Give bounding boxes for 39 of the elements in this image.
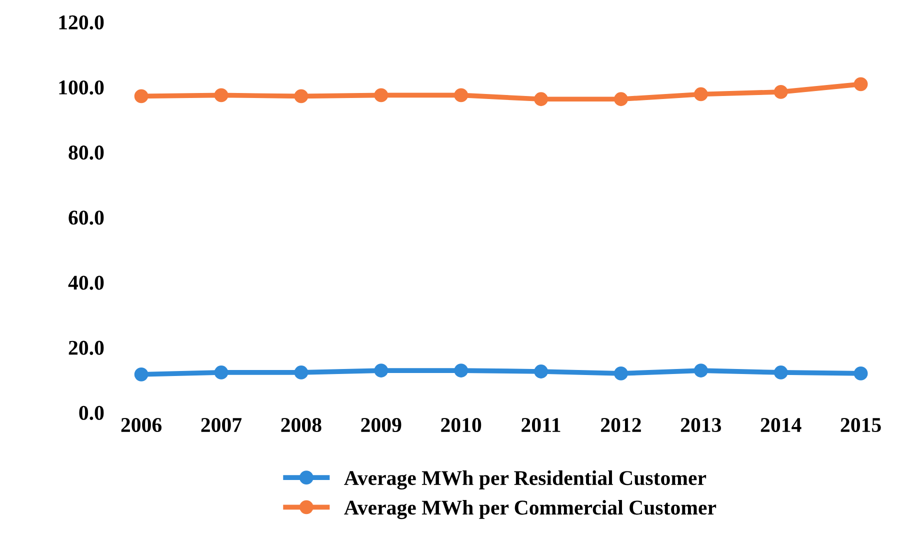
point <box>534 92 548 106</box>
point <box>214 366 228 380</box>
x-tick-label: 2015 <box>840 418 881 432</box>
x-tick-label: 2011 <box>522 418 560 432</box>
y-tick-label: 0.0 <box>79 406 104 420</box>
y-tick-label: 40.0 <box>68 276 104 290</box>
point <box>134 89 148 104</box>
point <box>614 366 628 380</box>
y-tick-label: 20.0 <box>68 340 104 355</box>
point <box>614 92 628 106</box>
point <box>374 88 388 102</box>
x-tick-label: 2010 <box>441 418 482 432</box>
x-tick-label: 2014 <box>760 418 802 432</box>
x-tick-label: 2007 <box>201 418 242 432</box>
point <box>694 364 708 378</box>
point <box>214 88 228 102</box>
legend-label: Average MWh per Residential Customer <box>344 470 706 490</box>
point <box>454 88 468 102</box>
point <box>294 89 308 104</box>
y-tick-label: 80.0 <box>68 146 104 160</box>
point <box>774 366 788 380</box>
legend-label: Average MWh per Commercial Customer <box>344 500 716 520</box>
x-tick-label: 2008 <box>281 418 322 432</box>
x-tick-label: 2013 <box>680 418 722 432</box>
point <box>374 364 388 378</box>
point <box>534 364 548 378</box>
x-tick-label: 2012 <box>601 418 641 432</box>
point <box>454 364 468 378</box>
x-tick-label: 2009 <box>361 418 402 432</box>
point <box>854 366 868 380</box>
x-tick-label: 2006 <box>121 418 162 432</box>
y-tick-label: 60.0 <box>68 210 104 225</box>
point <box>854 77 868 92</box>
point <box>294 366 308 380</box>
y-tick-label: 120.0 <box>59 15 104 30</box>
y-tick-label: 100.0 <box>59 80 104 95</box>
point <box>774 85 788 99</box>
point <box>134 367 148 382</box>
point <box>694 87 708 102</box>
